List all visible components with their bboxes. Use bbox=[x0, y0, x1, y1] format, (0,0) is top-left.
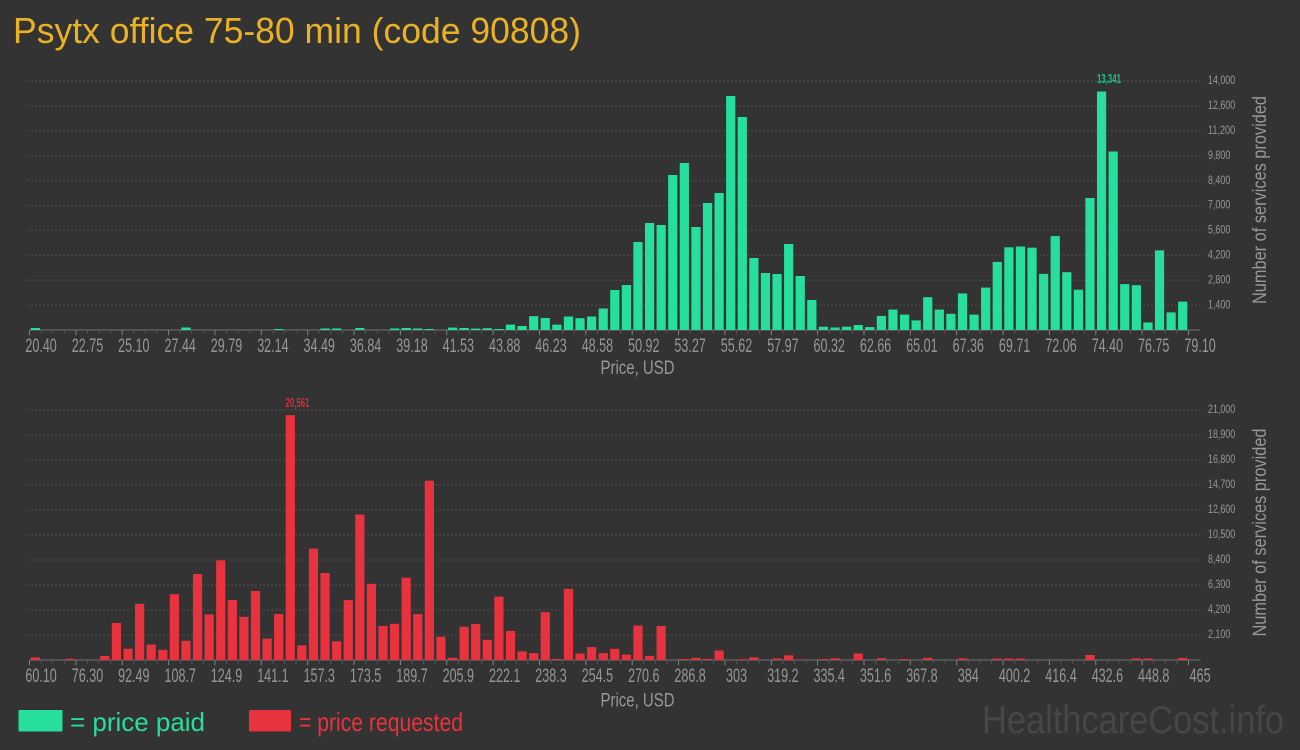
svg-text:400.2: 400.2 bbox=[999, 665, 1030, 687]
svg-text:303: 303 bbox=[726, 665, 747, 687]
svg-text:18,900: 18,900 bbox=[1208, 427, 1235, 441]
svg-text:Price, USD: Price, USD bbox=[601, 690, 675, 712]
svg-text:16,800: 16,800 bbox=[1208, 452, 1235, 466]
svg-text:2,800: 2,800 bbox=[1208, 272, 1231, 286]
svg-text:108.7: 108.7 bbox=[165, 665, 196, 687]
svg-text:432.6: 432.6 bbox=[1092, 665, 1123, 687]
svg-text:= price paid: = price paid bbox=[70, 707, 205, 737]
svg-text:74.40: 74.40 bbox=[1092, 335, 1123, 357]
svg-text:351.6: 351.6 bbox=[860, 665, 891, 687]
svg-text:11,200: 11,200 bbox=[1208, 123, 1235, 137]
svg-text:= price requested: = price requested bbox=[299, 707, 463, 737]
svg-text:60.32: 60.32 bbox=[814, 335, 845, 357]
svg-text:8,400: 8,400 bbox=[1208, 173, 1231, 187]
svg-text:50.92: 50.92 bbox=[628, 335, 659, 357]
svg-text:12,600: 12,600 bbox=[1208, 98, 1235, 112]
svg-text:HealthcareCost.info: HealthcareCost.info bbox=[982, 699, 1284, 742]
svg-text:34.49: 34.49 bbox=[304, 335, 335, 357]
svg-text:69.71: 69.71 bbox=[999, 335, 1030, 357]
svg-text:Number of services provided: Number of services provided bbox=[1249, 96, 1271, 304]
svg-text:53.27: 53.27 bbox=[674, 335, 705, 357]
svg-text:21,000: 21,000 bbox=[1208, 402, 1235, 416]
svg-text:65.01: 65.01 bbox=[906, 335, 937, 357]
svg-text:22.75: 22.75 bbox=[72, 335, 103, 357]
svg-text:189.7: 189.7 bbox=[396, 665, 427, 687]
svg-text:270.6: 270.6 bbox=[628, 665, 659, 687]
svg-text:222.1: 222.1 bbox=[489, 665, 520, 687]
svg-text:32.14: 32.14 bbox=[257, 335, 288, 357]
svg-text:157.3: 157.3 bbox=[304, 665, 335, 687]
svg-text:25.10: 25.10 bbox=[118, 335, 149, 357]
svg-text:67.36: 67.36 bbox=[953, 335, 984, 357]
svg-text:12,600: 12,600 bbox=[1208, 502, 1235, 516]
svg-text:319.2: 319.2 bbox=[767, 665, 798, 687]
svg-text:27.44: 27.44 bbox=[165, 335, 196, 357]
svg-text:1,400: 1,400 bbox=[1208, 297, 1231, 311]
svg-text:39.18: 39.18 bbox=[396, 335, 427, 357]
svg-text:60.10: 60.10 bbox=[25, 665, 56, 687]
svg-text:72.06: 72.06 bbox=[1045, 335, 1076, 357]
svg-text:76.30: 76.30 bbox=[72, 665, 103, 687]
svg-text:41.53: 41.53 bbox=[443, 335, 474, 357]
svg-text:173.5: 173.5 bbox=[350, 665, 381, 687]
svg-text:4,200: 4,200 bbox=[1208, 248, 1231, 262]
svg-text:384: 384 bbox=[958, 665, 979, 687]
svg-text:2,100: 2,100 bbox=[1208, 627, 1231, 641]
svg-text:465: 465 bbox=[1190, 665, 1211, 687]
svg-text:20,561: 20,561 bbox=[286, 395, 310, 410]
svg-text:367.8: 367.8 bbox=[906, 665, 937, 687]
svg-text:416.4: 416.4 bbox=[1045, 665, 1076, 687]
svg-text:10,500: 10,500 bbox=[1208, 527, 1235, 541]
svg-text:5,600: 5,600 bbox=[1208, 223, 1231, 237]
svg-text:4,200: 4,200 bbox=[1208, 602, 1231, 616]
svg-text:43.88: 43.88 bbox=[489, 335, 520, 357]
svg-text:Price, USD: Price, USD bbox=[601, 357, 675, 379]
svg-text:141.1: 141.1 bbox=[257, 665, 288, 687]
svg-text:13,341: 13,341 bbox=[1097, 71, 1121, 86]
svg-text:Number of services provided: Number of services provided bbox=[1249, 429, 1271, 637]
svg-text:9,800: 9,800 bbox=[1208, 148, 1231, 162]
svg-text:20.40: 20.40 bbox=[25, 335, 56, 357]
svg-text:55.62: 55.62 bbox=[721, 335, 752, 357]
svg-text:92.49: 92.49 bbox=[118, 665, 149, 687]
svg-text:205.9: 205.9 bbox=[443, 665, 474, 687]
svg-text:48.58: 48.58 bbox=[582, 335, 613, 357]
svg-text:286.8: 286.8 bbox=[674, 665, 705, 687]
svg-text:14,000: 14,000 bbox=[1208, 73, 1235, 87]
svg-text:14,700: 14,700 bbox=[1208, 477, 1235, 491]
svg-text:79.10: 79.10 bbox=[1184, 335, 1215, 357]
svg-text:57.97: 57.97 bbox=[767, 335, 798, 357]
svg-text:6,300: 6,300 bbox=[1208, 577, 1231, 591]
svg-text:124.9: 124.9 bbox=[211, 665, 242, 687]
svg-text:Psytx office 75-80 min (code 9: Psytx office 75-80 min (code 90808) bbox=[13, 10, 581, 51]
svg-text:254.5: 254.5 bbox=[582, 665, 613, 687]
svg-text:46.23: 46.23 bbox=[535, 335, 566, 357]
svg-text:238.3: 238.3 bbox=[535, 665, 566, 687]
svg-text:76.75: 76.75 bbox=[1138, 335, 1169, 357]
svg-text:448.8: 448.8 bbox=[1138, 665, 1169, 687]
svg-text:36.84: 36.84 bbox=[350, 335, 381, 357]
svg-text:29.79: 29.79 bbox=[211, 335, 242, 357]
svg-text:8,400: 8,400 bbox=[1208, 552, 1231, 566]
svg-text:62.66: 62.66 bbox=[860, 335, 891, 357]
svg-text:335.4: 335.4 bbox=[814, 665, 845, 687]
svg-text:7,000: 7,000 bbox=[1208, 198, 1231, 212]
